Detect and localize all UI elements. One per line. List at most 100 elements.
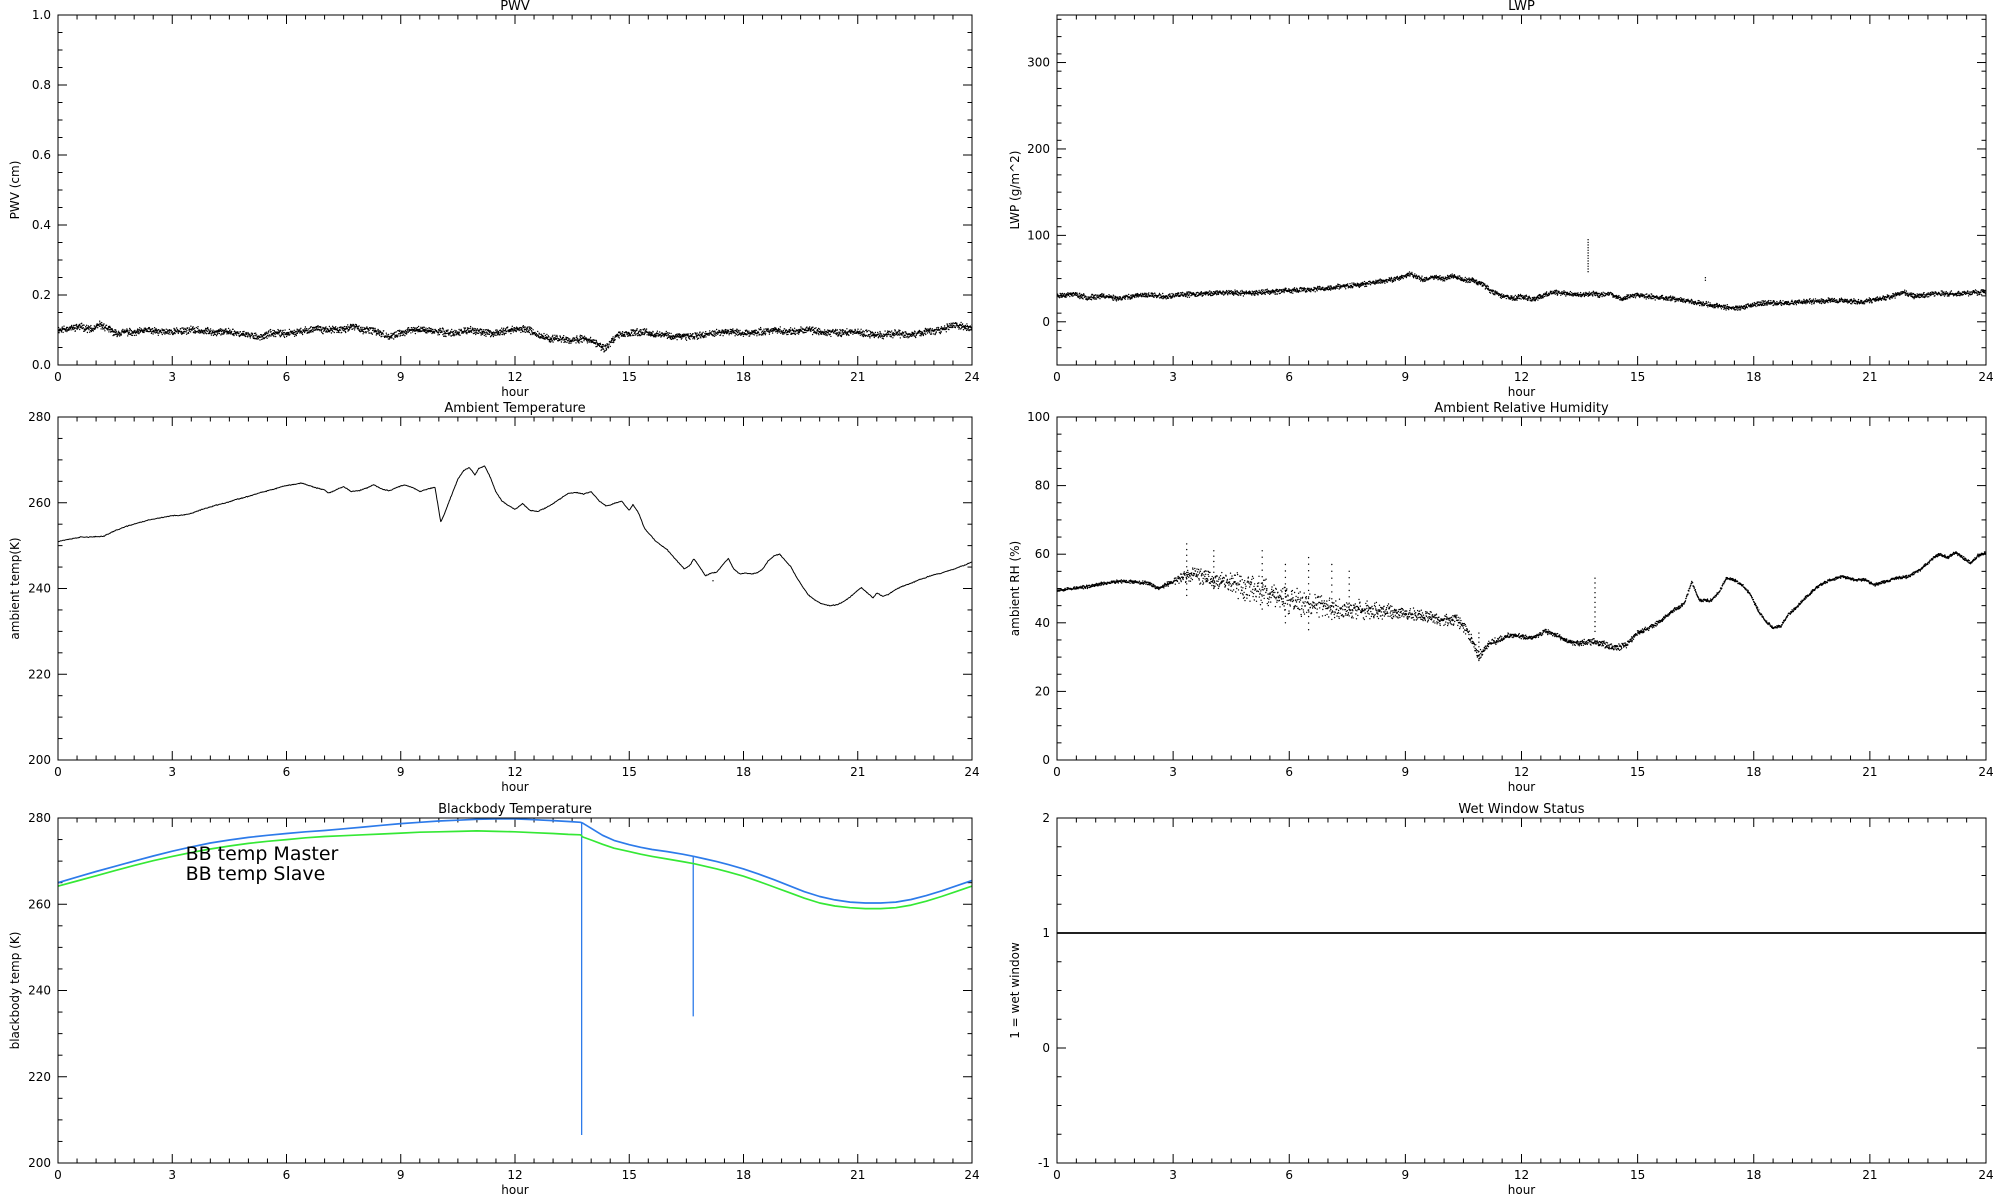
y-tick-label: 260 <box>28 496 51 510</box>
y-tick-label: 0.4 <box>32 218 51 232</box>
x-tick-label: 12 <box>1514 765 1529 779</box>
x-tick-label: 9 <box>397 765 405 779</box>
x-tick-label: 24 <box>1978 370 1993 384</box>
x-tick-label: 3 <box>1169 370 1177 384</box>
x-tick-label: 6 <box>283 765 291 779</box>
y-axis-label: ambient RH (%) <box>1008 541 1022 636</box>
x-tick-label: 3 <box>1169 1168 1177 1182</box>
x-tick-label: 15 <box>622 370 637 384</box>
y-tick-label: 2 <box>1042 811 1050 825</box>
legend-item-0: BB temp Master <box>186 843 339 865</box>
chart-title: Ambient Relative Humidity <box>1434 401 1609 416</box>
y-tick-label: 280 <box>28 811 51 825</box>
plot-frame <box>1056 14 1987 366</box>
y-tick-label: 0.8 <box>32 78 51 92</box>
chart-pwv: PWV 0 3 6 9 12 15 18 21 24 0.0 0.2 0.4 0.6 0.8 1.0 hour P… <box>0 0 1000 400</box>
x-tick-label: 9 <box>1402 765 1410 779</box>
x-axis-label: hour <box>1508 385 1536 399</box>
x-tick-label: 18 <box>1746 370 1761 384</box>
y-tick-label: 0.6 <box>32 148 51 162</box>
chart-ambient-relative-humidity: Ambient Relative Humidity 0 3 6 9 12 15 18 21 24 0… <box>1000 400 2000 800</box>
chart-lwp: LWP 0 3 6 9 12 15 18 21 24 0 100 200 300 hour LWP (g/m^… <box>1000 0 2000 400</box>
plot-frame <box>57 14 973 366</box>
y-tick-label: 40 <box>1035 616 1050 630</box>
tick-labels: 0 3 6 9 12 15 18 21 24 0 100 200 300 <box>1027 56 1994 384</box>
x-tick-label: 15 <box>1630 765 1645 779</box>
chart-title: Ambient Temperature <box>444 401 585 416</box>
chart-blackbody-temperature-svg: Blackbody Temperature 0 3 6 9 12 15 18 21 24 200 22… <box>8 802 980 1197</box>
x-tick-label: 6 <box>283 1168 291 1182</box>
chart-blackbody-temperature: Blackbody Temperature 0 3 6 9 12 15 18 21 24 200 22… <box>0 800 1000 1200</box>
y-axis-label: ambient temp(K) <box>8 537 22 639</box>
x-tick-label: 9 <box>397 370 405 384</box>
x-tick-label: 9 <box>1402 370 1410 384</box>
x-tick-label: 0 <box>1053 1168 1061 1182</box>
series-group <box>58 320 972 353</box>
x-tick-label: 3 <box>168 370 176 384</box>
x-tick-label: 0 <box>1053 370 1061 384</box>
y-tick-label: 100 <box>1027 410 1050 424</box>
x-tick-label: 18 <box>1746 765 1761 779</box>
axis-ticks <box>57 416 973 761</box>
x-tick-label: 24 <box>964 1168 979 1182</box>
y-tick-label: 60 <box>1035 547 1050 561</box>
y-tick-label: 0.0 <box>32 358 51 372</box>
series-bb-temp-master <box>58 818 972 904</box>
x-tick-label: 0 <box>54 1168 62 1182</box>
tick-labels: 0 3 6 9 12 15 18 21 24 0 20 40 60 80 100 <box>1027 410 1994 779</box>
x-tick-label: 6 <box>1285 1168 1293 1182</box>
series-group <box>58 818 972 1135</box>
y-axis-label: blackbody temp (K) <box>8 932 22 1050</box>
x-axis-label: hour <box>501 780 529 794</box>
y-tick-label: 80 <box>1035 479 1050 493</box>
x-tick-label: 24 <box>964 370 979 384</box>
y-tick-label: 20 <box>1035 684 1050 698</box>
chart-wet-window-status: Wet Window Status 0 3 6 9 12 15 18 21 24 -1 0 1 2 hour… <box>1000 800 2000 1200</box>
series-lwp <box>1057 271 1986 311</box>
x-tick-label: 12 <box>1514 370 1529 384</box>
plot-frame <box>57 416 973 761</box>
y-tick-label: 220 <box>28 1070 51 1084</box>
series-bb-temp-slave <box>58 830 972 910</box>
x-tick-label: 9 <box>397 1168 405 1182</box>
axis-ticks <box>57 817 973 1164</box>
x-axis-label: hour <box>501 1183 529 1197</box>
series-ambient-temp <box>58 465 972 607</box>
axis-ticks <box>57 14 973 366</box>
x-tick-label: 3 <box>168 1168 176 1182</box>
chart-title: Blackbody Temperature <box>438 802 592 817</box>
x-axis-label: hour <box>1508 780 1536 794</box>
legend-item-1: BB temp Slave <box>186 863 326 885</box>
x-axis-label: hour <box>1508 1183 1536 1197</box>
y-tick-label: 0 <box>1042 753 1050 767</box>
x-tick-label: 18 <box>736 765 751 779</box>
chart-ambient-temperature-svg: Ambient Temperature 0 3 6 9 12 15 18 21 24 200 220 2… <box>8 401 980 794</box>
y-tick-label: 280 <box>28 410 51 424</box>
y-tick-label: 220 <box>28 667 51 681</box>
x-tick-label: 12 <box>507 370 522 384</box>
series-group <box>58 465 972 607</box>
chart-ambient-temperature: Ambient Temperature 0 3 6 9 12 15 18 21 24 200 220 2… <box>0 400 1000 800</box>
series-group <box>1057 543 1986 662</box>
x-tick-label: 21 <box>1862 765 1877 779</box>
axis-ticks <box>1056 416 1987 761</box>
y-tick-label: 1 <box>1042 926 1050 940</box>
x-tick-label: 0 <box>54 765 62 779</box>
x-tick-label: 21 <box>850 765 865 779</box>
y-tick-label: 0.2 <box>32 288 51 302</box>
axis-ticks <box>1056 817 1987 1164</box>
x-tick-label: 0 <box>54 370 62 384</box>
y-axis-label: 1 = wet window <box>1008 942 1022 1039</box>
y-axis-label: LWP (g/m^2) <box>1008 151 1022 230</box>
x-tick-label: 12 <box>507 1168 522 1182</box>
y-tick-label: 200 <box>28 753 51 767</box>
x-tick-label: 6 <box>1285 370 1293 384</box>
x-tick-label: 21 <box>1862 1168 1877 1182</box>
tick-labels: 0 3 6 9 12 15 18 21 24 200 220 240 260 280 <box>28 410 980 779</box>
y-tick-label: 240 <box>28 984 51 998</box>
x-tick-label: 12 <box>1514 1168 1529 1182</box>
x-tick-label: 15 <box>1630 370 1645 384</box>
